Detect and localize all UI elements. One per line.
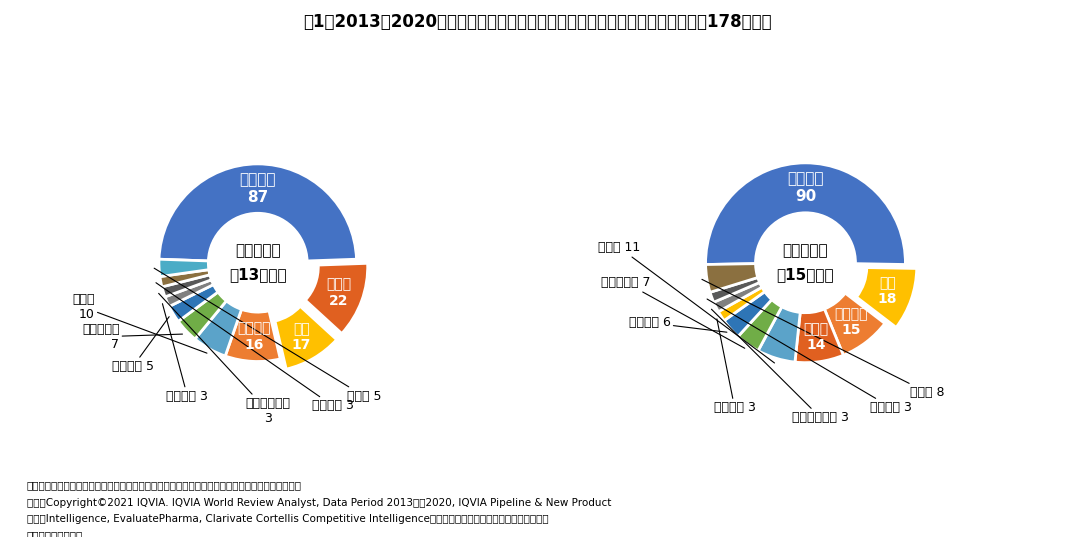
Wedge shape [170,285,218,321]
Text: ベルギー 3: ベルギー 3 [162,303,208,403]
Text: 親企業国籍: 親企業国籍 [235,243,280,258]
Text: 図1　2013～2020年に売上高上位品目にランクインした品目の創出企業国籍（178品目）: 図1 2013～2020年に売上高上位品目にランクインした品目の創出企業国籍（1… [303,13,771,32]
Text: スウェーデン 3: スウェーデン 3 [711,309,848,424]
Wedge shape [706,264,758,292]
Wedge shape [160,270,209,287]
Text: 注：数は品目数。出願人として複数の企業・機関が記されている場合、国籍別に均等割している。: 注：数は品目数。出願人として複数の企業・機関が記されている場合、国籍別に均等割し… [27,481,302,491]
Wedge shape [719,287,765,321]
Text: デンマーク
7: デンマーク 7 [82,323,183,351]
Wedge shape [195,301,242,356]
Text: イタリア 3: イタリア 3 [707,299,912,414]
Wedge shape [710,278,759,302]
Text: ドイツ
10: ドイツ 10 [72,293,207,353]
Wedge shape [706,163,905,265]
Text: （13カ国）: （13カ国） [229,267,287,282]
Text: その他 5: その他 5 [155,268,381,403]
Text: （15カ国）: （15カ国） [777,267,834,282]
Text: スウェーデン
3: スウェーデン 3 [159,293,290,425]
Text: フランス 3: フランス 3 [713,319,755,414]
Wedge shape [305,263,367,333]
Wedge shape [178,292,227,339]
Text: Intelligence, EvaluatePharma, Clarivate Cortellis Competitive Intelligenceをもとに医薬: Intelligence, EvaluatePharma, Clarivate … [27,514,549,525]
Circle shape [755,213,856,313]
Text: アメリカ
90: アメリカ 90 [787,172,824,204]
Text: 出願人国籍: 出願人国籍 [783,243,828,258]
Wedge shape [738,300,782,351]
Text: ベルギー 6: ベルギー 6 [628,316,727,332]
Wedge shape [856,267,917,328]
Text: スイス
22: スイス 22 [325,277,351,308]
Wedge shape [275,306,336,369]
Wedge shape [758,307,800,362]
Wedge shape [825,293,885,355]
Wedge shape [165,280,214,307]
Text: イタリア 3: イタリア 3 [156,282,354,412]
Text: 日本
18: 日本 18 [877,276,898,307]
Circle shape [208,213,307,312]
Text: ドイツ 11: ドイツ 11 [598,241,774,363]
Text: 断転載禁止）: 断転載禁止） [27,531,83,537]
Text: アメリカ
87: アメリカ 87 [240,172,276,205]
Text: デンマーク 7: デンマーク 7 [601,276,744,349]
Wedge shape [795,309,843,362]
Text: スイス
14: スイス 14 [803,322,829,352]
Wedge shape [714,282,761,311]
Text: 日本
17: 日本 17 [291,322,310,352]
Wedge shape [724,292,772,337]
Wedge shape [162,275,212,297]
Text: その他 8: その他 8 [702,279,945,399]
Wedge shape [226,309,280,361]
Text: 出所：Copyright©2021 IQVIA. IQVIA World Review Analyst, Data Period 2013から2020, IQV: 出所：Copyright©2021 IQVIA. IQVIA World Rev… [27,498,611,509]
Wedge shape [159,259,208,277]
Text: イギリス
16: イギリス 16 [237,322,271,352]
Text: イギリス
15: イギリス 15 [834,307,868,337]
Wedge shape [159,164,357,261]
Text: フランス 5: フランス 5 [112,317,170,373]
